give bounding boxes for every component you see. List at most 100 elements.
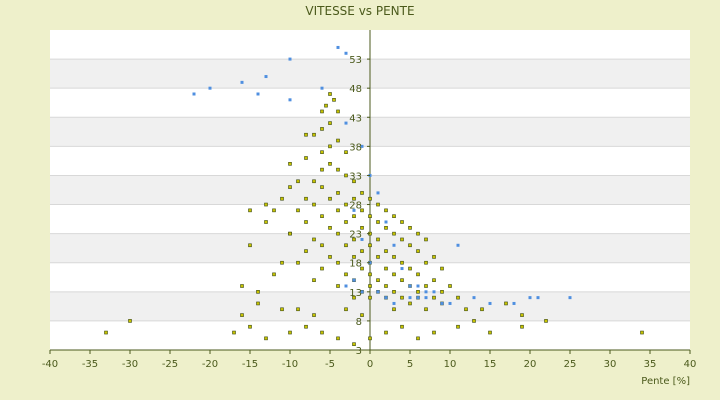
data-point-main bbox=[296, 179, 300, 184]
data-point-secondary bbox=[408, 284, 412, 288]
data-point-main bbox=[328, 92, 332, 96]
data-point-main bbox=[368, 243, 372, 248]
data-point-main bbox=[416, 290, 420, 294]
data-point-secondary bbox=[288, 98, 292, 102]
data-point-main bbox=[408, 301, 412, 306]
data-point-secondary bbox=[240, 80, 244, 84]
data-point-main bbox=[232, 330, 236, 335]
x-tick-label: -35 bbox=[82, 359, 98, 370]
data-point-secondary bbox=[392, 243, 396, 247]
data-point-main bbox=[432, 255, 436, 259]
x-tick-label: -10 bbox=[282, 359, 298, 370]
x-tick-label: -20 bbox=[202, 359, 218, 370]
data-point-secondary bbox=[320, 86, 324, 90]
data-point-main bbox=[344, 202, 348, 207]
data-point-main bbox=[320, 266, 324, 271]
data-point-main bbox=[408, 243, 412, 248]
chart-title: VITESSE vs PENTE bbox=[305, 4, 414, 18]
data-point-secondary bbox=[488, 301, 492, 305]
data-point-main bbox=[280, 307, 284, 312]
data-point-secondary bbox=[400, 267, 404, 271]
data-point-secondary bbox=[536, 296, 540, 300]
x-tick-label: 40 bbox=[684, 359, 697, 370]
y-tick-label: 23 bbox=[349, 230, 362, 241]
data-point-main bbox=[328, 226, 332, 230]
data-point-main bbox=[344, 220, 348, 224]
data-point-main bbox=[304, 324, 308, 329]
data-point-main bbox=[288, 185, 292, 189]
data-point-main bbox=[472, 319, 476, 323]
x-tick-label: 0 bbox=[367, 359, 373, 370]
data-point-secondary bbox=[384, 296, 388, 300]
data-point-main bbox=[416, 231, 420, 236]
x-tick-label: 25 bbox=[564, 359, 577, 370]
y-tick-label: 8 bbox=[356, 317, 362, 328]
data-point-main bbox=[488, 330, 492, 335]
data-point-main bbox=[440, 266, 444, 271]
data-point-main bbox=[264, 202, 268, 207]
data-point-main bbox=[336, 231, 340, 236]
data-point-main bbox=[328, 162, 332, 166]
x-tick-label: -30 bbox=[122, 359, 138, 370]
data-point-secondary bbox=[448, 301, 452, 305]
x-tick-label: 20 bbox=[524, 359, 537, 370]
data-point-secondary bbox=[392, 301, 396, 305]
data-point-main bbox=[440, 290, 444, 294]
data-point-main bbox=[336, 191, 340, 195]
data-point-main bbox=[312, 202, 316, 207]
data-point-main bbox=[432, 278, 436, 282]
data-point-secondary bbox=[344, 284, 348, 288]
data-point-main bbox=[336, 336, 340, 341]
data-point-secondary bbox=[288, 57, 292, 61]
data-point-main bbox=[344, 243, 348, 248]
data-point-main bbox=[376, 255, 380, 259]
data-point-main bbox=[332, 98, 336, 102]
data-point-secondary bbox=[360, 290, 364, 294]
data-point-main bbox=[448, 284, 452, 288]
data-point-main bbox=[312, 237, 316, 242]
x-tick-label: 10 bbox=[444, 359, 457, 370]
y-tick-label: 13 bbox=[349, 288, 362, 299]
data-point-main bbox=[464, 307, 468, 312]
data-point-secondary bbox=[208, 86, 212, 90]
data-point-main bbox=[240, 313, 244, 317]
data-point-main bbox=[320, 214, 324, 218]
x-tick-label: 5 bbox=[407, 359, 413, 370]
data-point-secondary bbox=[408, 296, 412, 300]
data-point-main bbox=[424, 284, 428, 288]
x-tick-label: 30 bbox=[604, 359, 617, 370]
data-point-secondary bbox=[416, 296, 420, 300]
data-point-main bbox=[336, 167, 340, 172]
data-point-main bbox=[384, 226, 388, 230]
data-point-main bbox=[240, 284, 244, 288]
data-point-main bbox=[432, 330, 436, 335]
data-point-secondary bbox=[360, 144, 364, 148]
data-point-main bbox=[416, 272, 420, 277]
x-tick-label: 15 bbox=[484, 359, 497, 370]
data-point-main bbox=[504, 301, 508, 306]
data-point-main bbox=[280, 260, 284, 265]
x-axis-label: Pente [%] bbox=[641, 376, 690, 387]
data-point-main bbox=[544, 319, 548, 323]
data-point-main bbox=[320, 167, 324, 172]
data-point-main bbox=[368, 196, 372, 201]
y-tick-label: 43 bbox=[349, 113, 362, 124]
data-point-secondary bbox=[352, 208, 356, 212]
data-point-secondary bbox=[472, 296, 476, 300]
data-point-main bbox=[336, 138, 340, 143]
data-point-main bbox=[288, 330, 292, 335]
data-point-main bbox=[368, 284, 372, 288]
data-point-secondary bbox=[264, 75, 268, 79]
data-point-main bbox=[416, 336, 420, 341]
data-point-secondary bbox=[376, 290, 380, 294]
x-tick-label: -25 bbox=[162, 359, 178, 370]
data-point-main bbox=[320, 330, 324, 335]
data-point-main bbox=[392, 214, 396, 218]
data-point-main bbox=[296, 260, 300, 265]
data-point-main bbox=[456, 324, 460, 329]
data-point-main bbox=[520, 313, 524, 317]
data-point-main bbox=[360, 266, 364, 271]
y-tick-label: 48 bbox=[349, 84, 362, 95]
